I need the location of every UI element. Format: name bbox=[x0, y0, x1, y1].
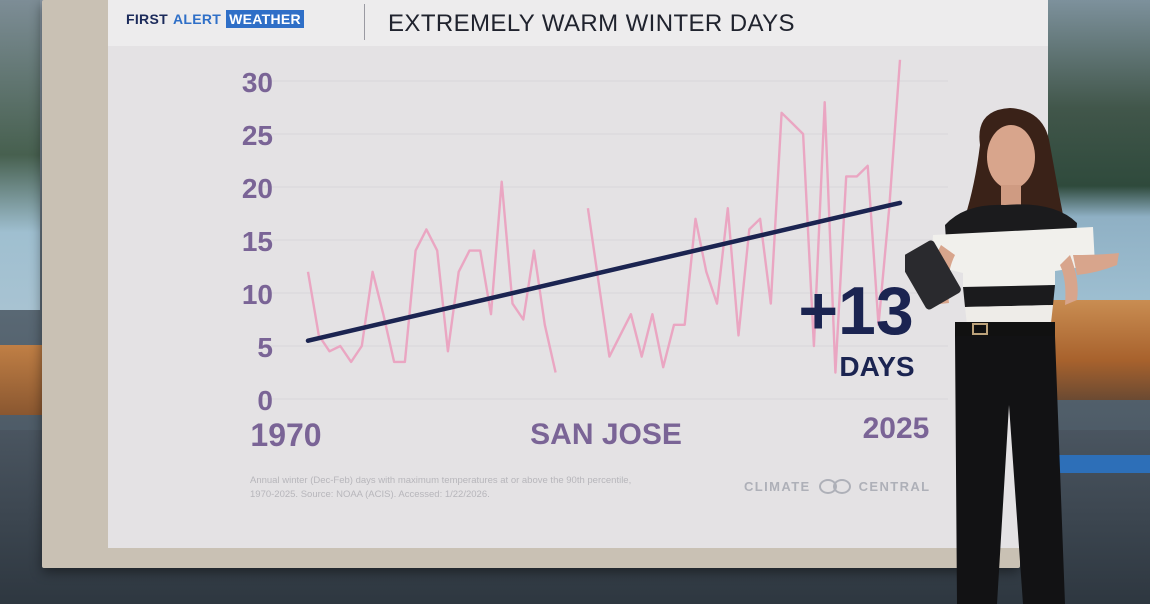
header-bar: FIRST ALERT WEATHER EXTREMELY WARM WINTE… bbox=[108, 0, 1048, 46]
presenter-pants bbox=[955, 336, 1065, 604]
y-tick-label-20: 20 bbox=[242, 173, 273, 204]
brand-first: FIRST bbox=[126, 11, 168, 27]
display-monitor: FIRST ALERT WEATHER EXTREMELY WARM WINTE… bbox=[42, 0, 1048, 568]
trend-line bbox=[305, 200, 903, 343]
chart-screen: FIRST ALERT WEATHER EXTREMELY WARM WINTE… bbox=[108, 0, 1048, 548]
series-line bbox=[306, 180, 557, 373]
presenter-top-white bbox=[931, 227, 1095, 287]
change-value-label: +13 bbox=[798, 273, 913, 349]
end-year-label: 2025 bbox=[863, 412, 930, 445]
series-line bbox=[586, 59, 902, 374]
y-axis-ticks: 0 5 10 15 20 25 30 bbox=[242, 67, 273, 416]
chart-trend bbox=[305, 200, 903, 343]
start-year-label: 1970 bbox=[250, 417, 321, 453]
credit-left: CLIMATE bbox=[744, 479, 811, 494]
brand-alert: ALERT bbox=[172, 11, 222, 27]
presenter-neck bbox=[1001, 185, 1021, 207]
presenter-belt bbox=[955, 322, 1055, 336]
presenter bbox=[905, 108, 1119, 604]
presenter-face bbox=[987, 125, 1035, 189]
footnote-line-2: 1970-2025. Source: NOAA (ACIS). Accessed… bbox=[250, 489, 490, 500]
credit-right: CENTRAL bbox=[858, 479, 931, 494]
chart-gridlines bbox=[258, 80, 948, 400]
y-tick-label-25: 25 bbox=[242, 120, 273, 151]
studio-window-left bbox=[0, 0, 40, 310]
tablet-device bbox=[905, 240, 961, 310]
change-unit-label: DAYS bbox=[839, 351, 914, 382]
studio-stripe bbox=[1050, 455, 1150, 473]
chart-title: EXTREMELY WARM WINTER DAYS bbox=[388, 10, 795, 37]
y-tick-label-0: 0 bbox=[257, 385, 273, 416]
chart-footnote: Annual winter (Dec-Feb) days with maximu… bbox=[250, 474, 730, 502]
city-label: SAN JOSE bbox=[530, 418, 682, 451]
brand-weather: WEATHER bbox=[226, 10, 304, 28]
header-divider bbox=[364, 4, 365, 40]
chart-series bbox=[306, 59, 902, 374]
y-tick-label-10: 10 bbox=[242, 279, 273, 310]
y-tick-label-5: 5 bbox=[257, 332, 273, 363]
y-tick-label-15: 15 bbox=[242, 226, 273, 257]
y-tick-label-30: 30 bbox=[242, 67, 273, 98]
brand-logo: FIRST ALERT WEATHER bbox=[126, 8, 304, 30]
source-credit: CLIMATE CENTRAL bbox=[744, 479, 931, 494]
footnote-line-1: Annual winter (Dec-Feb) days with maximu… bbox=[250, 475, 632, 486]
linked-circles-icon bbox=[817, 479, 853, 494]
